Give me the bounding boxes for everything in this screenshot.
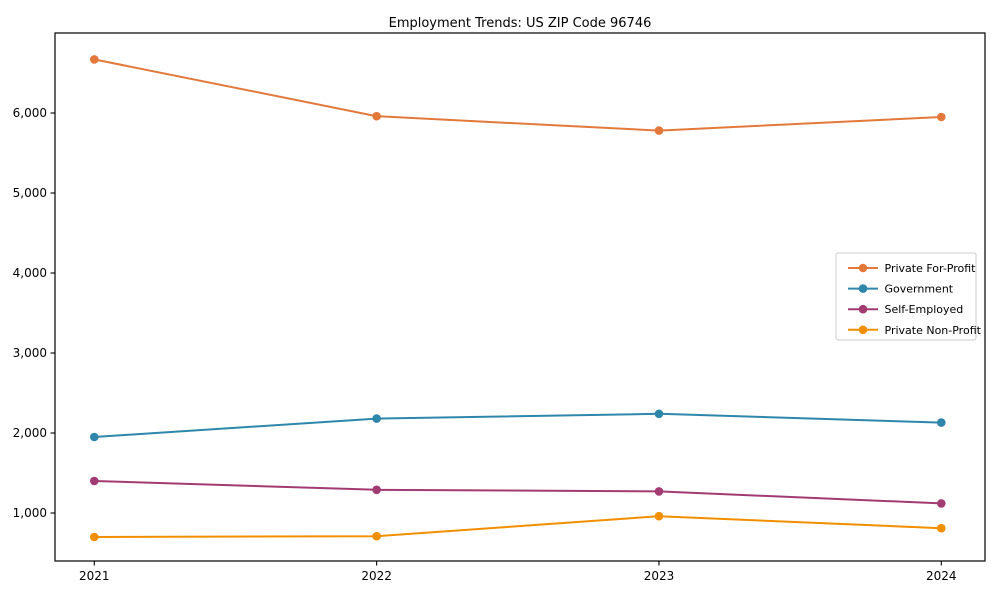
legend-label: Government	[885, 283, 954, 296]
data-point-marker	[937, 499, 946, 508]
legend-box	[835, 252, 977, 341]
data-point-marker	[654, 487, 664, 496]
legend-label: Private Non-Profit	[885, 324, 982, 337]
legend-marker-swatch	[858, 263, 868, 273]
legend-item: Private For-Profit	[848, 262, 976, 275]
y-tick-label: 6,000	[13, 106, 47, 120]
data-point-marker	[372, 531, 381, 541]
data-point-marker	[90, 432, 99, 442]
data-point-marker	[90, 532, 99, 542]
legend-marker-swatch	[858, 304, 868, 314]
legend-label: Self-Employed	[885, 303, 964, 316]
data-point-marker	[654, 409, 664, 419]
data-point-marker	[372, 485, 381, 495]
legend-item: Self-Employed	[848, 303, 963, 316]
data-point-marker	[654, 126, 664, 135]
data-point-marker	[90, 55, 99, 64]
y-tick-label: 2,000	[13, 426, 47, 440]
data-point-marker	[372, 414, 381, 423]
y-tick-label: 3,000	[13, 346, 47, 360]
series-line	[94, 480, 942, 505]
data-point-marker	[937, 112, 946, 122]
legend-label: Private For-Profit	[885, 262, 977, 275]
legend-item: Private Non-Profit	[848, 324, 982, 337]
data-point-marker	[372, 111, 381, 121]
legend-marker-swatch	[858, 284, 868, 293]
series-line	[94, 515, 942, 538]
plot-area: 1,000 2,000 3,000 4,000 5,000 6,000 2021 2022 20…	[13, 32, 986, 583]
y-tick-label: 1,000	[13, 506, 47, 520]
legend: Private For-Profit Government Self-Employe…	[835, 252, 982, 341]
data-point-marker	[654, 511, 664, 521]
x-tick-label: 2022	[361, 569, 392, 583]
x-tick-label: 2023	[644, 569, 675, 583]
series-layer	[90, 55, 946, 542]
x-tick-label: 2024	[926, 569, 957, 583]
data-point-marker	[937, 523, 946, 533]
series-line	[94, 58, 942, 132]
x-tick-label: 2021	[79, 569, 110, 583]
legend-marker-swatch	[858, 325, 868, 335]
plot-border	[54, 32, 986, 562]
legend-item: Government	[848, 283, 954, 296]
data-point-marker	[90, 476, 99, 486]
chart-title: Employment Trends: US ZIP Code 96746	[389, 16, 652, 31]
y-tick-label: 4,000	[13, 266, 47, 280]
data-point-marker	[937, 418, 946, 427]
series-line	[94, 412, 942, 438]
y-tick-label: 5,000	[13, 186, 47, 200]
